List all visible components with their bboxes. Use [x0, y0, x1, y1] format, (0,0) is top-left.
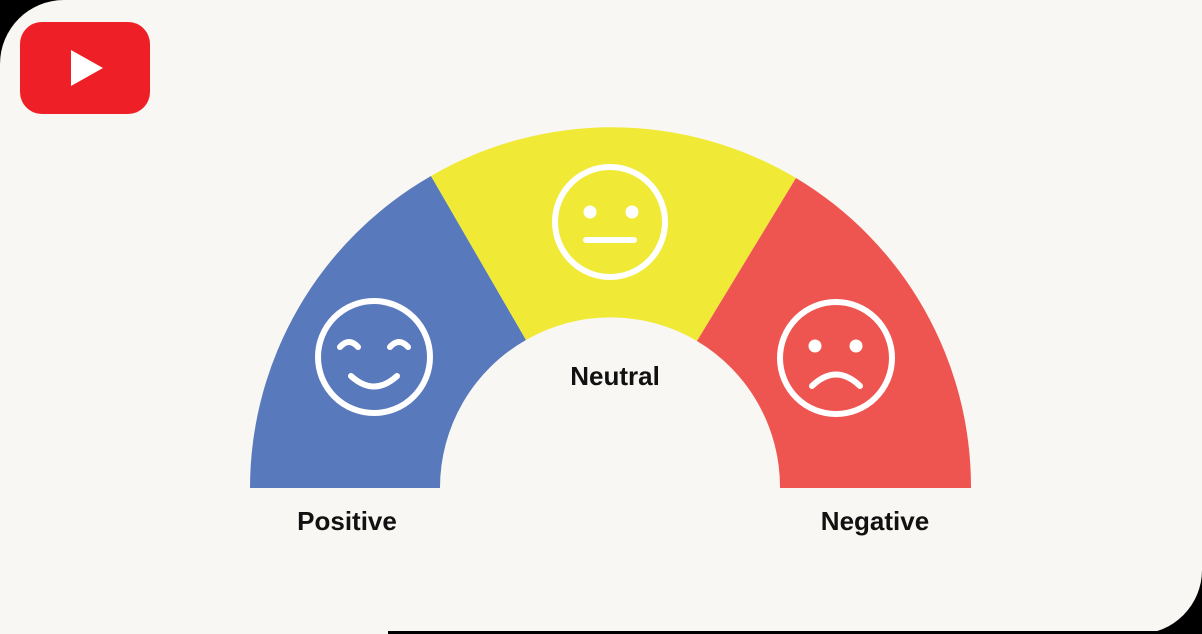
smiling-face-icon [315, 298, 433, 416]
neutral-label: Neutral [570, 361, 660, 391]
neutral-face-icon [552, 164, 668, 280]
positive-label: Positive [297, 506, 397, 536]
youtube-logo[interactable] [20, 22, 150, 114]
frowning-face-icon [777, 299, 895, 417]
positive-segment [250, 176, 526, 488]
youtube-play-icon [71, 50, 103, 86]
bottom-edge-line [388, 631, 1202, 634]
negative-segment [697, 178, 972, 488]
neutral-segment [431, 127, 796, 341]
negative-label: Negative [820, 506, 930, 536]
